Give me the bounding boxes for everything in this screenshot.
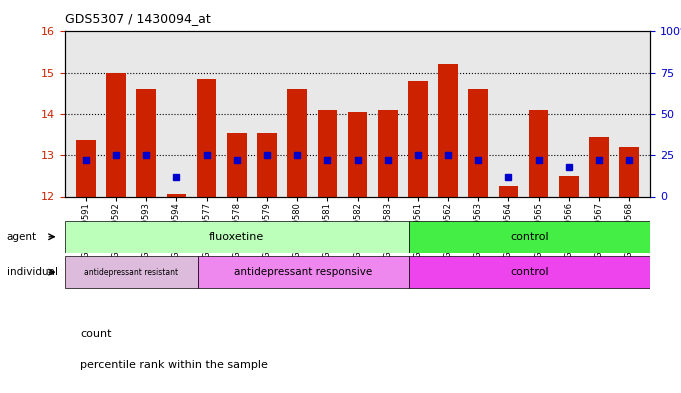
- Bar: [409, 256, 650, 288]
- Bar: [287, 89, 307, 196]
- Bar: [136, 89, 156, 196]
- Text: count: count: [80, 329, 112, 339]
- Bar: [257, 132, 276, 196]
- Text: antidepressant resistant: antidepressant resistant: [84, 268, 178, 277]
- Bar: [76, 140, 95, 196]
- Text: control: control: [510, 267, 549, 277]
- Text: percentile rank within the sample: percentile rank within the sample: [80, 360, 268, 371]
- Bar: [197, 256, 409, 288]
- Bar: [167, 195, 186, 196]
- Bar: [378, 110, 398, 196]
- Bar: [317, 110, 337, 196]
- Bar: [408, 81, 428, 196]
- Bar: [529, 110, 548, 196]
- Text: individual: individual: [7, 267, 58, 277]
- Text: fluoxetine: fluoxetine: [209, 232, 264, 242]
- Bar: [559, 176, 579, 196]
- Bar: [65, 221, 409, 253]
- Bar: [348, 112, 367, 196]
- Bar: [439, 64, 458, 196]
- Bar: [227, 132, 247, 196]
- Text: antidepressant responsive: antidepressant responsive: [234, 267, 373, 277]
- Text: agent: agent: [7, 232, 37, 242]
- Bar: [469, 89, 488, 196]
- Bar: [106, 73, 126, 196]
- Bar: [409, 221, 650, 253]
- Text: control: control: [510, 232, 549, 242]
- Bar: [498, 186, 518, 196]
- Bar: [620, 147, 639, 196]
- Bar: [65, 256, 197, 288]
- Text: GDS5307 / 1430094_at: GDS5307 / 1430094_at: [65, 12, 210, 25]
- Bar: [197, 79, 217, 196]
- Bar: [589, 137, 609, 196]
